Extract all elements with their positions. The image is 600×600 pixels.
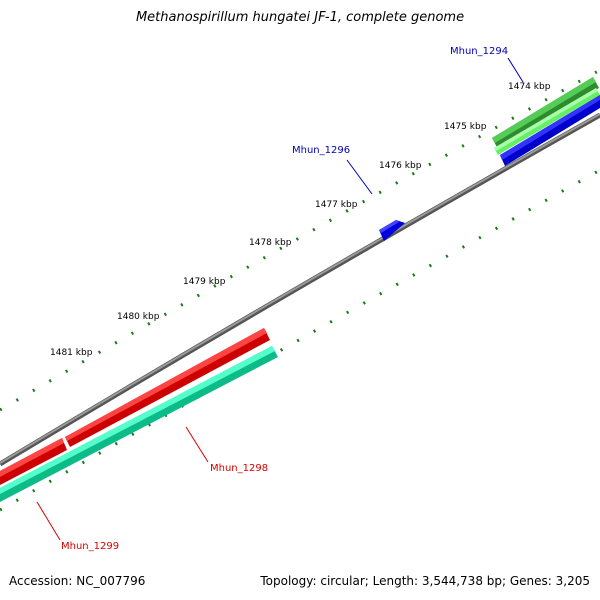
tick-label: 1476 kbp	[379, 161, 422, 171]
tick-label: 1481 kbp	[50, 348, 93, 358]
green-feature	[492, 77, 600, 155]
gene-label: Mhun_1296	[292, 145, 350, 156]
gene-mhun-1296	[379, 220, 405, 241]
gene-mhun-1299	[0, 438, 67, 485]
tick-label: 1478 kbp	[249, 238, 292, 248]
label-leaders	[36, 57, 524, 541]
gene-labels: Mhun_1294 Mhun_1296 Mhun_1298 Mhun_1299	[61, 46, 508, 552]
tick-label: 1480 kbp	[117, 312, 160, 322]
gene-mhun-1298	[65, 328, 270, 447]
map-title: Methanospirillum hungatei JF-1, complete…	[135, 10, 465, 25]
inner-tick-ring	[0, 168, 600, 512]
tick-labels: 1474 kbp 1475 kbp 1476 kbp 1477 kbp 1478…	[50, 82, 551, 358]
genome-summary: Topology: circular; Length: 3,544,738 bp…	[260, 574, 590, 588]
rna-feature	[0, 346, 278, 502]
accession-text: Accession: NC_007796	[9, 574, 146, 588]
tick-label: 1479 kbp	[183, 277, 226, 287]
outer-tick-ring	[0, 68, 600, 412]
tick-label: 1475 kbp	[444, 122, 487, 132]
gene-label: Mhun_1298	[210, 463, 268, 474]
gene-label: Mhun_1294	[450, 46, 508, 57]
gene-label: Mhun_1299	[61, 541, 119, 552]
gene-mhun-1294	[500, 95, 600, 166]
tick-label: 1477 kbp	[315, 200, 358, 210]
tick-label: 1474 kbp	[508, 82, 551, 92]
genome-backbone	[0, 112, 600, 467]
